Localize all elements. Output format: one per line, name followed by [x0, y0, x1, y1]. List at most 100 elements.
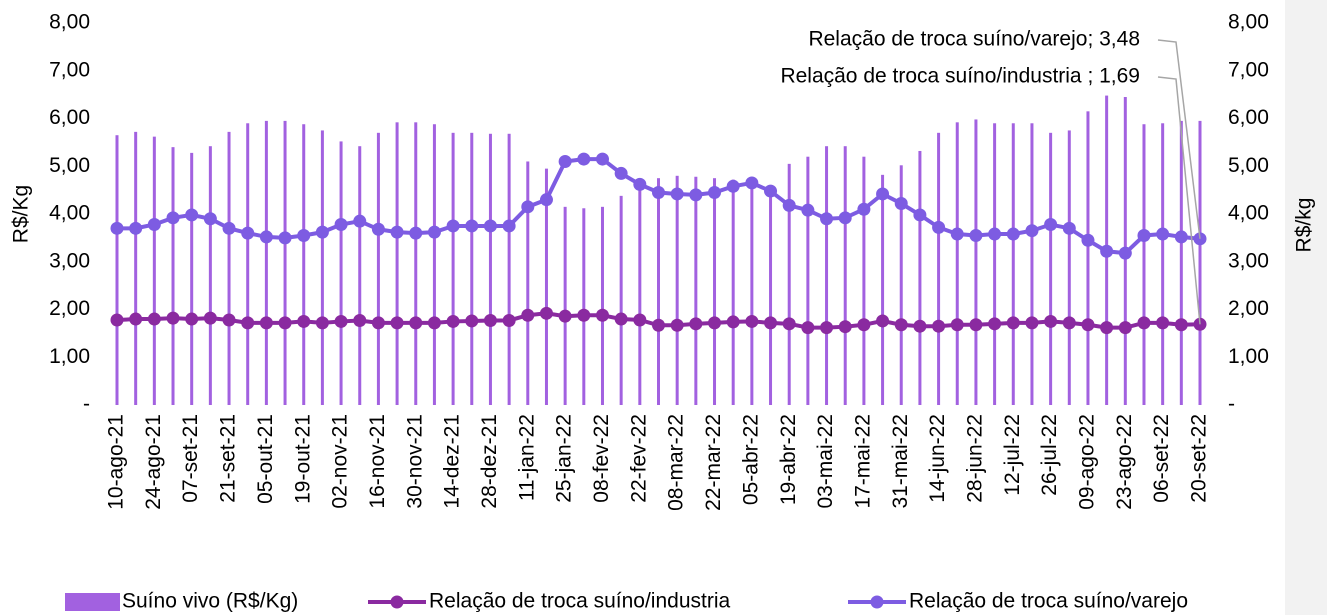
marker [652, 318, 665, 332]
marker [1062, 221, 1076, 235]
x-tick-label: 07-set-21 [179, 414, 202, 503]
bar [320, 130, 324, 405]
bar [955, 122, 959, 405]
marker [932, 220, 946, 234]
marker [913, 319, 927, 333]
marker [315, 225, 329, 239]
y-tick-label: - [83, 393, 90, 416]
legend-swatch [65, 593, 120, 611]
y-tick-label: 4,00 [49, 202, 90, 225]
marker [166, 311, 180, 325]
x-tick-label: 23-ago-22 [1113, 414, 1136, 510]
marker [1081, 233, 1095, 247]
marker [1156, 227, 1170, 241]
x-tick-label: 28-jun-22 [963, 414, 986, 503]
bar [544, 168, 548, 405]
bar [507, 133, 511, 405]
marker [988, 317, 1002, 331]
bar [302, 124, 306, 405]
marker [988, 227, 1002, 241]
x-tick-label: 19-out-21 [291, 414, 314, 504]
x-tick-label: 16-nov-21 [366, 414, 389, 509]
legend-swatch [390, 595, 404, 609]
y-axis-title: R$/Kg [10, 185, 33, 243]
marker [110, 313, 124, 327]
marker [633, 177, 647, 191]
x-tick-label: 02-nov-21 [329, 414, 352, 509]
bar [339, 141, 343, 406]
marker [894, 318, 908, 332]
x-tick-label: 21-set-21 [217, 414, 240, 503]
marker [241, 316, 255, 330]
marker [521, 308, 535, 322]
bar [694, 176, 698, 405]
marker [708, 316, 722, 330]
bar [1086, 111, 1090, 406]
marker [371, 222, 385, 236]
bar [190, 152, 194, 405]
marker [147, 312, 161, 326]
marker [203, 311, 217, 325]
marker [876, 187, 890, 201]
bar [1161, 123, 1165, 406]
x-tick-label: 03-mai-22 [814, 414, 837, 509]
marker [371, 316, 385, 330]
marker [838, 211, 852, 225]
bar [115, 135, 119, 405]
bar [974, 119, 978, 405]
y2-tick-label: 5,00 [1228, 154, 1269, 177]
x-tick-label: 22-mar-22 [702, 414, 725, 511]
legend-label: Relação de troca suíno/industria [429, 590, 730, 613]
marker [782, 317, 796, 331]
marker [129, 312, 143, 326]
marker [820, 212, 834, 226]
marker [409, 226, 423, 240]
marker [1156, 316, 1170, 330]
bar [993, 123, 997, 406]
marker [278, 316, 292, 330]
marker [1174, 230, 1188, 244]
marker [782, 198, 796, 212]
marker [278, 231, 292, 245]
marker [241, 226, 255, 240]
marker [446, 219, 460, 233]
x-tick-label: 08-fev-22 [590, 414, 613, 503]
marker [427, 225, 441, 239]
y2-tick-label: - [1228, 393, 1235, 416]
marker [558, 154, 572, 168]
marker [726, 315, 740, 329]
bar [1030, 123, 1034, 406]
bar [432, 124, 436, 405]
y-tick-label: 6,00 [49, 106, 90, 129]
bar [769, 185, 773, 405]
marker [614, 166, 628, 180]
y-tick-label: 3,00 [49, 249, 90, 272]
marker [521, 200, 535, 214]
marker [465, 219, 479, 233]
marker [577, 308, 591, 322]
marker [820, 321, 834, 335]
marker [334, 314, 348, 328]
marker [689, 188, 703, 202]
x-tick-label: 25-jan-22 [553, 414, 576, 503]
marker [483, 313, 497, 327]
side-panel [1285, 0, 1327, 615]
bar [825, 146, 829, 405]
marker [689, 317, 703, 331]
x-tick-label: 20-set-22 [1188, 414, 1211, 503]
marker [838, 320, 852, 334]
bar [657, 178, 660, 405]
bar [451, 132, 455, 405]
y2-tick-label: 7,00 [1228, 58, 1269, 81]
annotation: Relação de troca suíno/varejo; 3,48 [808, 28, 1140, 51]
y2-tick-label: 2,00 [1228, 297, 1269, 320]
marker [745, 314, 759, 328]
marker [558, 309, 572, 323]
marker [166, 211, 180, 225]
bar [563, 206, 567, 405]
marker [222, 221, 236, 235]
bar [619, 195, 623, 405]
bar [134, 131, 138, 405]
marker [539, 306, 553, 320]
